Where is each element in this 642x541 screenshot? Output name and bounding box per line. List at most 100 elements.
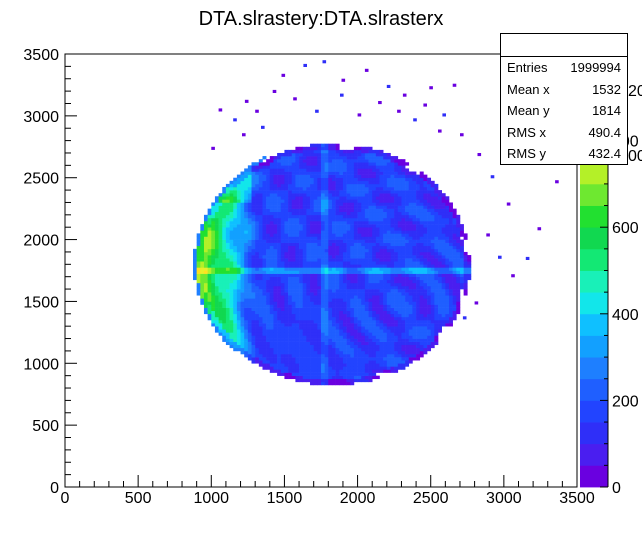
heatmap-cell: [299, 267, 304, 271]
heatmap-cell: [306, 375, 311, 380]
heatmap-cell: [346, 313, 351, 318]
heatmap-cell: [236, 326, 241, 330]
heatmap-cell: [456, 255, 461, 259]
heatmap-cell: [321, 152, 325, 157]
heatmap-cell: [430, 186, 435, 191]
heatmap-cell: [390, 199, 395, 203]
heatmap-cell: [225, 270, 230, 274]
heatmap-cell: [222, 196, 227, 200]
heatmap-cell: [222, 248, 227, 253]
heatmap-cell: [247, 273, 252, 277]
heatmap-cell: [236, 304, 241, 308]
heatmap-cell: [269, 183, 274, 188]
heatmap-cell: [383, 279, 388, 284]
heatmap-cell: [262, 344, 267, 349]
outlier-point: [261, 125, 265, 129]
heatmap-cell: [364, 332, 369, 336]
heatmap-cell: [331, 159, 336, 163]
heatmap-cell: [427, 261, 432, 265]
heatmap-cell: [328, 270, 333, 274]
heatmap-cell: [408, 354, 413, 358]
heatmap-cell: [262, 196, 267, 200]
heatmap-cell: [419, 316, 424, 321]
heatmap-cell: [306, 224, 311, 228]
heatmap-cell: [427, 285, 432, 290]
heatmap-cell: [342, 329, 347, 333]
heatmap-cell: [328, 350, 333, 355]
heatmap-cell: [321, 230, 325, 234]
heatmap-cell: [328, 285, 333, 290]
heatmap-cell: [372, 186, 377, 191]
heatmap-cell: [346, 230, 351, 234]
heatmap-cell: [277, 335, 282, 339]
heatmap-cell: [258, 319, 263, 324]
heatmap-cell: [299, 205, 304, 209]
heatmap-cell: [427, 180, 432, 185]
heatmap-cell: [280, 326, 285, 330]
heatmap-cell: [273, 276, 278, 281]
heatmap-cell: [379, 279, 384, 284]
heatmap-cell: [346, 307, 351, 311]
heatmap-cell: [240, 217, 245, 222]
heatmap-cell: [262, 183, 267, 188]
heatmap-cell: [390, 326, 395, 330]
heatmap-cell: [258, 341, 263, 346]
heatmap-cell: [361, 202, 366, 206]
heatmap-cell: [364, 221, 369, 225]
outlier-point: [340, 93, 344, 97]
heatmap-cell: [269, 264, 274, 268]
heatmap-cell: [379, 289, 384, 293]
heatmap-cell: [284, 326, 289, 330]
heatmap-cell: [452, 224, 457, 228]
heatmap-cell: [394, 279, 399, 284]
heatmap-cell: [225, 205, 230, 209]
heatmap-cell: [390, 304, 395, 308]
heatmap-cell: [445, 202, 450, 206]
heatmap-cell: [280, 251, 285, 256]
heatmap-cell: [386, 165, 391, 169]
heatmap-cell: [262, 233, 267, 237]
heatmap-cell: [284, 180, 289, 185]
heatmap-cell: [350, 298, 355, 302]
heatmap-cell: [203, 251, 208, 256]
heatmap-cell: [244, 319, 249, 324]
heatmap-cell: [449, 319, 453, 324]
heatmap-cell: [434, 326, 439, 330]
heatmap-cell: [423, 301, 428, 305]
heatmap-cell: [313, 354, 318, 358]
heatmap-cell: [266, 245, 271, 250]
heatmap-cell: [321, 292, 325, 296]
heatmap-cell: [302, 177, 307, 182]
heatmap-cell: [317, 347, 322, 352]
heatmap-cell: [445, 304, 450, 308]
heatmap-cell: [405, 217, 410, 222]
heatmap-cell: [361, 193, 366, 197]
heatmap-cell: [423, 326, 428, 330]
heatmap-cell: [324, 242, 329, 247]
stats-label-rms-y: RMS y: [507, 146, 546, 161]
heatmap-cell: [438, 211, 442, 216]
heatmap-cell: [375, 273, 380, 277]
heatmap-cell: [273, 282, 278, 287]
heatmap-cell: [284, 193, 289, 197]
heatmap-cell: [438, 224, 442, 228]
heatmap-cell: [434, 316, 439, 321]
heatmap-cell: [299, 319, 304, 324]
heatmap-cell: [222, 332, 227, 336]
heatmap-cell: [412, 248, 417, 253]
heatmap-cell: [251, 307, 256, 311]
heatmap-cell: [207, 316, 212, 321]
heatmap-cell: [295, 196, 300, 200]
heatmap-cell: [251, 279, 256, 284]
heatmap-cell: [416, 316, 421, 321]
heatmap-cell: [452, 211, 457, 216]
heatmap-cell: [459, 224, 464, 228]
heatmap-cell: [438, 264, 442, 268]
heatmap-cell: [364, 310, 369, 315]
heatmap-cell: [423, 199, 428, 203]
heatmap-cell: [408, 193, 413, 197]
heatmap-cell: [247, 236, 252, 240]
heatmap-cell: [357, 186, 362, 191]
heatmap-cell: [452, 295, 457, 299]
heatmap-cell: [390, 357, 395, 361]
